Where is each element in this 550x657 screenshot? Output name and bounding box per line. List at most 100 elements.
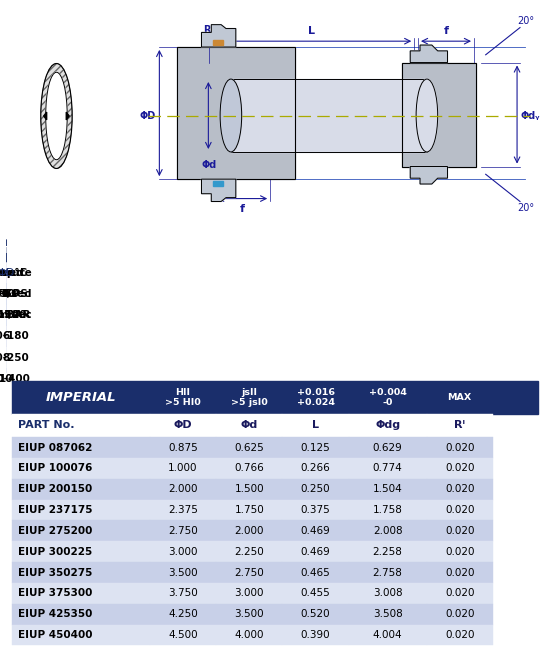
Bar: [12, 479, 150, 499]
Text: 2.250: 2.250: [234, 547, 264, 556]
Text: 1.758: 1.758: [373, 505, 403, 515]
Text: 1.5ft/sec: 1.5ft/sec: [0, 289, 31, 299]
Bar: [216, 541, 282, 562]
Ellipse shape: [41, 64, 72, 168]
Bar: [213, 40, 223, 45]
Text: 0.020: 0.020: [445, 526, 475, 536]
Bar: [349, 458, 426, 479]
Bar: [216, 414, 282, 437]
Text: 0.125: 0.125: [301, 443, 331, 453]
Text: IMPERIAL: IMPERIAL: [46, 391, 116, 404]
Bar: [349, 604, 426, 625]
Text: 1.500: 1.500: [234, 484, 264, 494]
Text: 4: 4: [3, 289, 10, 299]
Text: 3.500: 3.500: [234, 609, 264, 620]
Bar: [403, 62, 476, 166]
Text: MAXIMUM OPERATING CONDITIONS: MAXIMUM OPERATING CONDITIONS: [0, 246, 92, 255]
Ellipse shape: [416, 79, 438, 152]
Text: 2.375: 2.375: [168, 505, 198, 515]
Text: Φdg: Φdg: [375, 420, 400, 430]
Text: 0.020: 0.020: [445, 484, 475, 494]
Bar: [216, 625, 282, 645]
Bar: [282, 562, 349, 583]
Text: 0.629: 0.629: [373, 443, 403, 453]
Bar: [426, 520, 493, 541]
Bar: [150, 604, 216, 625]
Bar: [349, 414, 426, 437]
Bar: [282, 625, 349, 645]
Bar: [12, 437, 150, 458]
Bar: [216, 437, 282, 458]
Text: f: f: [443, 26, 448, 36]
Bar: [426, 499, 493, 520]
Text: 0.766: 0.766: [234, 463, 264, 473]
Ellipse shape: [46, 72, 67, 160]
Bar: [349, 541, 426, 562]
Text: Φd: Φd: [240, 420, 258, 430]
Bar: [349, 625, 426, 645]
Text: 3.000: 3.000: [234, 589, 264, 599]
Text: 4.500: 4.500: [168, 630, 198, 640]
Bar: [426, 414, 493, 437]
Polygon shape: [201, 25, 236, 47]
Bar: [216, 381, 282, 414]
Text: PART No.: PART No.: [19, 420, 75, 430]
Text: Pressure: Pressure: [0, 267, 31, 278]
Bar: [426, 604, 493, 625]
Text: 20°: 20°: [517, 16, 534, 26]
Polygon shape: [43, 112, 47, 120]
Text: Speed: Speed: [0, 267, 24, 278]
Text: EIUP 200150: EIUP 200150: [19, 484, 93, 494]
Polygon shape: [66, 112, 69, 120]
Bar: [12, 414, 150, 437]
Text: 0.020: 0.020: [445, 505, 475, 515]
Bar: [150, 562, 216, 583]
Text: 8: 8: [3, 353, 10, 363]
Bar: [150, 541, 216, 562]
Bar: [12, 541, 150, 562]
Bar: [349, 520, 426, 541]
Text: L: L: [312, 420, 319, 430]
Text: 4.000: 4.000: [234, 630, 264, 640]
Bar: [349, 499, 426, 520]
Text: 180-250: 180-250: [0, 353, 30, 363]
Bar: [282, 414, 349, 437]
Text: ΦD: ΦD: [140, 110, 156, 120]
Text: 3.008: 3.008: [373, 589, 403, 599]
Text: HII
>5 HI0: HII >5 HI0: [165, 388, 201, 407]
Text: 0.520: 0.520: [301, 609, 331, 620]
Text: 3.508: 3.508: [373, 609, 403, 620]
Text: 6000 PSI: 6000 PSI: [0, 289, 31, 299]
Text: 2.758: 2.758: [373, 568, 403, 578]
Text: 0.774: 0.774: [373, 463, 403, 473]
Text: 6: 6: [3, 332, 10, 342]
Bar: [213, 181, 223, 186]
Text: 0-60: 0-60: [0, 289, 19, 299]
Bar: [282, 479, 349, 499]
Text: 0.020: 0.020: [445, 630, 475, 640]
Text: L: L: [308, 26, 315, 36]
Text: jsII
>5 jsI0: jsII >5 jsI0: [231, 388, 268, 407]
Bar: [282, 381, 349, 414]
Text: EIUP 275200: EIUP 275200: [19, 526, 93, 536]
Text: 0.469: 0.469: [301, 526, 331, 536]
Text: 0.465: 0.465: [301, 568, 331, 578]
Ellipse shape: [220, 79, 241, 152]
Text: 3.000: 3.000: [168, 547, 197, 556]
Text: 20°: 20°: [517, 204, 534, 214]
Text: 4.004: 4.004: [373, 630, 403, 640]
Bar: [150, 414, 216, 437]
Text: 2.000: 2.000: [234, 526, 264, 536]
Bar: [216, 458, 282, 479]
Text: 60-120: 60-120: [0, 310, 26, 320]
Bar: [12, 583, 150, 604]
Text: 250-400: 250-400: [0, 374, 30, 384]
Text: 0.455: 0.455: [301, 589, 331, 599]
Bar: [349, 437, 426, 458]
Text: 0.390: 0.390: [301, 630, 331, 640]
Bar: [349, 583, 426, 604]
Bar: [426, 479, 493, 499]
Text: 0.469: 0.469: [301, 547, 331, 556]
Bar: [282, 437, 349, 458]
Bar: [426, 541, 493, 562]
